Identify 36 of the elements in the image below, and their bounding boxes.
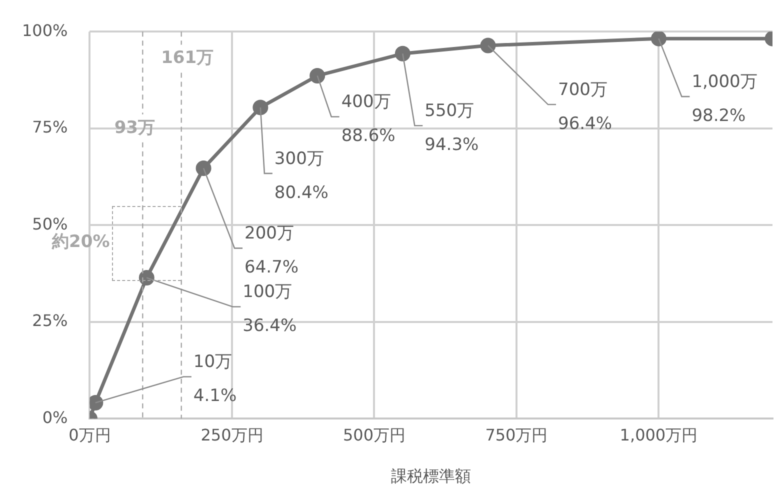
point [394, 46, 410, 62]
point [480, 38, 496, 54]
ref-line-label: 93万 [114, 118, 155, 138]
annotation: 88.6% [341, 126, 396, 146]
annotation: 64.7% [244, 258, 299, 278]
annotation: 1,000万 [692, 72, 758, 92]
ref-line-label: 161万 [161, 48, 214, 68]
x-tick-label: 250万円 [200, 425, 264, 444]
annotation: 550万 [424, 101, 474, 122]
annotation: 約20% [51, 232, 110, 252]
annotation: 400万 [341, 92, 391, 112]
y-tick-label: 75% [32, 118, 68, 137]
annotation: 96.4% [558, 114, 612, 134]
annotation: 300万 [274, 148, 324, 169]
annotation: 10万 [193, 352, 232, 372]
point [310, 68, 326, 84]
x-axis-title: 課税標準額 [391, 466, 472, 486]
annotation: 100万 [242, 282, 292, 302]
annotation: 4.1% [193, 386, 237, 406]
x-tick-label: 1,000万円 [620, 425, 698, 444]
annotation: 80.4% [274, 182, 328, 203]
y-tick-label: 50% [32, 214, 68, 234]
y-tick-label: 100% [22, 20, 68, 40]
x-tick-label: 500万円 [342, 425, 406, 444]
y-tick-label: 0% [42, 408, 68, 427]
annotation: 36.4% [242, 316, 297, 336]
annotation: 200万 [244, 224, 294, 244]
x-tick-label: 750万円 [485, 425, 548, 444]
point [196, 160, 212, 176]
x-tick-label: 0万円 [68, 425, 111, 444]
point [650, 32, 666, 46]
point [252, 100, 268, 116]
annotation: 98.2% [692, 106, 746, 126]
annotation: 700万 [558, 80, 608, 100]
y-tick-label: 25% [32, 311, 68, 330]
annotation: 94.3% [424, 135, 479, 156]
